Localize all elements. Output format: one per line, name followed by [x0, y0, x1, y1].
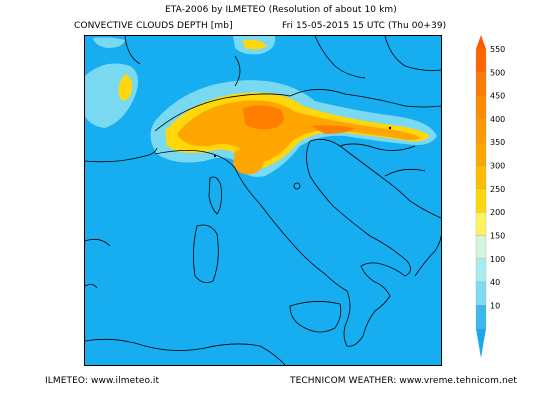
colorbar-label-550: 550 [490, 45, 505, 54]
map-markers [213, 126, 392, 190]
colorbar-label-350: 350 [490, 138, 505, 147]
colorbar-swatch-400 [475, 118, 487, 143]
colorbar-swatch-450 [475, 95, 487, 120]
colorbar-swatch-500 [475, 72, 487, 96]
field-label: CONVECTIVE CLOUDS DEPTH [mb] [74, 21, 233, 31]
colorbar-swatch-350 [475, 142, 487, 166]
colorbar-label-100: 100 [490, 255, 505, 264]
map-title: ETA-2006 by ILMETEO (Resolution of about… [165, 5, 397, 15]
colorbar-swatch-40 [475, 281, 487, 306]
colorbar-swatch-250 [475, 188, 487, 213]
colorbar-label-400: 400 [490, 115, 505, 124]
footer-left: ILMETEO: www.ilmeteo.it [45, 376, 160, 386]
colorbar-label-40: 40 [490, 278, 500, 287]
colorbar-label-200: 200 [490, 208, 505, 217]
cloud-field-core [243, 105, 355, 134]
colorbar-swatch-150 [475, 235, 487, 259]
colorbar-swatch-550 [475, 48, 487, 73]
coastlines [85, 36, 441, 365]
cloud-field-deep [177, 100, 421, 175]
colorbar-label-300: 300 [490, 162, 505, 171]
colorbar-swatch-300 [475, 165, 487, 189]
colorbar-label-150: 150 [490, 231, 505, 240]
colorbar-bottom-arrow [476, 328, 486, 358]
colorbar-label-10: 10 [490, 301, 500, 310]
colorbar-swatch-100 [475, 258, 487, 283]
colorbar-labels: 550 500 450 400 350 300 250 200 150 100 40 10 [490, 45, 505, 310]
colorbar-swatch-200 [475, 212, 487, 236]
forecast-date: Fri 15-05-2015 15 UTC (Thu 00+39) [282, 21, 447, 31]
colorbar-swatches [475, 35, 487, 358]
colorbar-label-250: 250 [490, 185, 505, 194]
colorbar-swatch-10 [475, 305, 487, 329]
colorbar-legend: 550 500 450 400 350 300 250 200 150 100 40 10 [475, 35, 505, 358]
colorbar-label-500: 500 [490, 68, 505, 77]
footer-right: TECHNICOM WEATHER: www.vreme.tehnicom.ne… [290, 376, 518, 386]
forecast-map [84, 35, 442, 366]
colorbar-top-arrow [476, 35, 486, 49]
colorbar-label-450: 450 [490, 92, 505, 101]
